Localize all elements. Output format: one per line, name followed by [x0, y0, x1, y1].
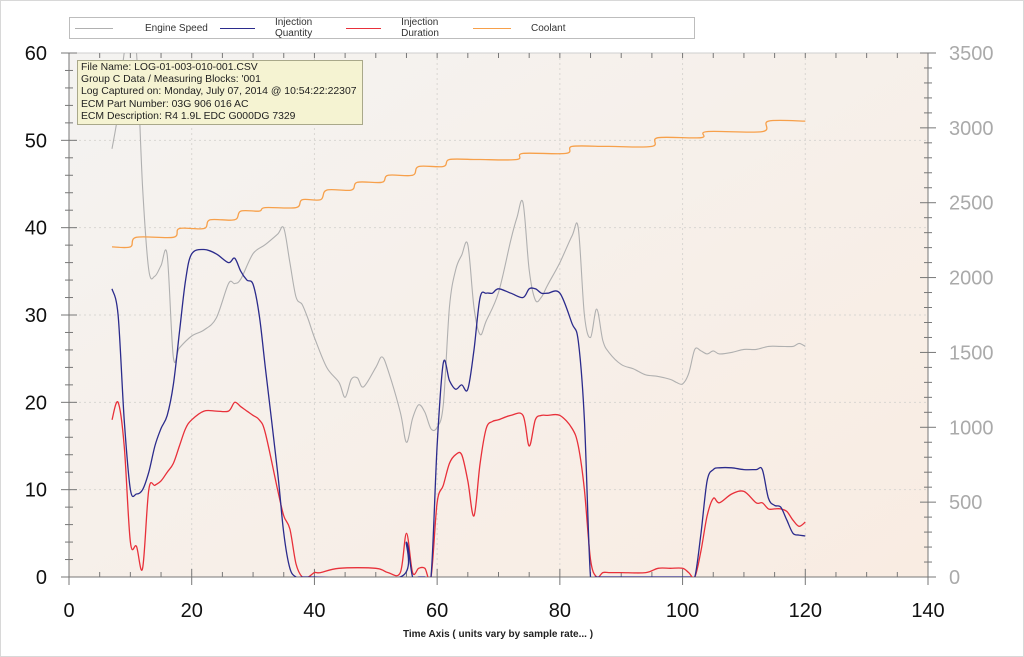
y-right-tick-label: 2500	[949, 193, 994, 215]
info-file-name: File Name: LOG-01-003-010-001.CSV	[81, 62, 258, 73]
x-tick-label: 40	[303, 600, 325, 622]
y-left-tick-label: 40	[25, 218, 47, 240]
x-tick-label: 0	[63, 600, 74, 622]
y-left-tick-label: 20	[25, 392, 47, 414]
log-info-box: File Name: LOG-01-003-010-001.CSV Group …	[77, 60, 363, 126]
x-tick-label: 60	[426, 600, 448, 622]
y-right-tick-label: 3000	[949, 118, 994, 140]
series-coolant	[111, 119, 806, 249]
legend-label-injection-duration: Injection Duration	[401, 17, 439, 39]
series-engine-speed	[111, 53, 806, 443]
info-ecm-part-number: ECM Part Number: 03G 906 016 AC	[81, 98, 249, 110]
grid-lines	[69, 53, 928, 577]
series-lines	[111, 53, 806, 577]
legend-swatch-engine-speed	[75, 27, 113, 29]
legend-label-injection-quantity: Injection Quantity	[274, 17, 313, 39]
y-right-tick-label: 2000	[949, 268, 994, 290]
x-tick-label: 20	[181, 600, 203, 622]
y-right-tick-label: 0	[949, 567, 960, 589]
x-axis-title: Time Axis ( units vary by sample rate...…	[403, 629, 593, 640]
axes	[61, 52, 936, 585]
info-log-captured: Log Captured on: Monday, July 07, 2014 @…	[81, 86, 357, 98]
y-right-tick-label: 3500	[949, 43, 994, 65]
y-right-tick-label: 1000	[949, 417, 994, 439]
legend-item-injection-quantity[interactable]: Injection Quantity	[220, 17, 346, 39]
y-left-tick-label: 30	[25, 305, 47, 327]
legend-label-engine-speed: Engine Speed	[145, 22, 208, 34]
series-injection-duration	[111, 401, 806, 577]
legend-item-injection-duration[interactable]: Injection Duration	[346, 17, 473, 39]
legend-swatch-injection-quantity	[220, 27, 255, 29]
x-tick-label: 80	[549, 600, 571, 622]
y-left-tick-label: 10	[25, 480, 47, 502]
x-tick-label: 120	[789, 600, 822, 622]
legend-item-engine-speed[interactable]: Engine Speed	[70, 23, 220, 34]
series-injection-quantity	[111, 248, 806, 577]
info-ecm-description: ECM Description: R4 1.9L EDC G000DG 7329	[81, 110, 296, 122]
y-left-tick-label: 60	[25, 43, 47, 65]
y-right-tick-label: 500	[949, 492, 982, 514]
legend-label-coolant: Coolant	[531, 22, 566, 34]
legend-swatch-coolant	[473, 27, 511, 29]
x-tick-label: 140	[911, 600, 944, 622]
legend-swatch-injection-duration	[346, 27, 382, 29]
legend-item-coolant[interactable]: Coolant	[473, 23, 565, 34]
info-group-data: Group C Data / Measuring Blocks: '001	[81, 74, 261, 86]
chart-legend: Engine Speed Injection Quantity Injectio…	[69, 17, 695, 39]
y-left-tick-label: 50	[25, 130, 47, 152]
x-tick-label: 100	[666, 600, 699, 622]
axis-labels: 0102030405060050010001500200025003000350…	[25, 43, 994, 622]
y-left-tick-label: 0	[36, 567, 47, 589]
y-right-tick-label: 1500	[949, 342, 994, 364]
